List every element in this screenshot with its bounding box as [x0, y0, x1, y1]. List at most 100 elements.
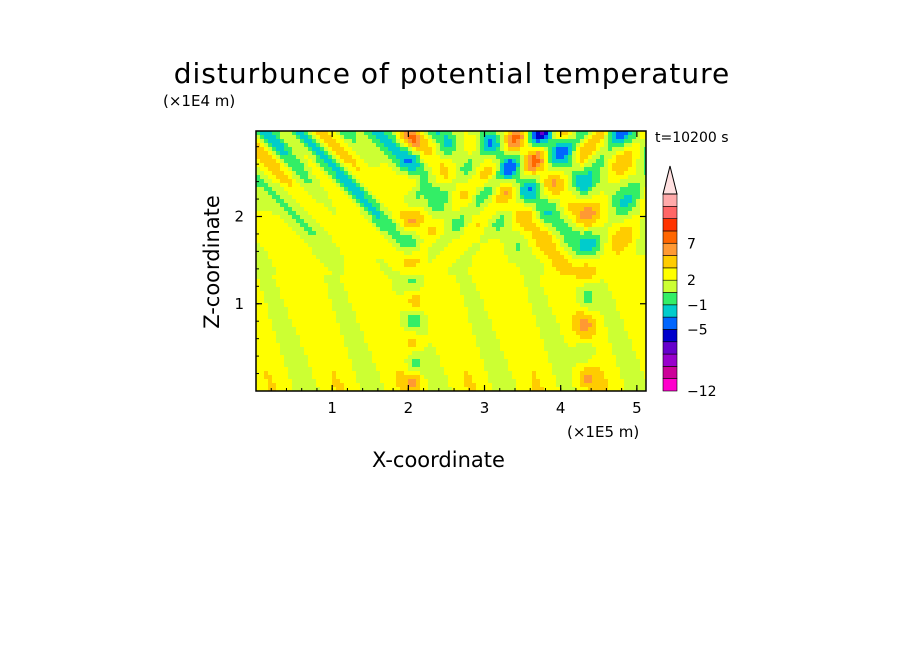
heatmap-cell	[560, 287, 565, 292]
heatmap-cell	[432, 159, 437, 164]
heatmap-cell	[500, 135, 505, 140]
heatmap-cell	[348, 323, 353, 328]
heatmap-cell	[596, 183, 601, 188]
heatmap-cell	[420, 267, 425, 272]
heatmap-cell	[484, 275, 489, 280]
heatmap-cell	[464, 223, 469, 228]
heatmap-cell	[380, 327, 385, 332]
heatmap-cell	[520, 163, 525, 168]
heatmap-cell	[336, 275, 341, 280]
heatmap-cell	[368, 299, 373, 304]
heatmap-cell	[300, 247, 305, 252]
heatmap-cell	[612, 187, 617, 192]
heatmap-cell	[312, 219, 317, 224]
heatmap-cell	[304, 223, 309, 228]
heatmap-cell	[544, 215, 549, 220]
heatmap-cell	[404, 203, 409, 208]
heatmap-cell	[384, 231, 389, 236]
heatmap-cell	[428, 303, 433, 308]
heatmap-cell	[316, 187, 321, 192]
heatmap-cell	[580, 203, 585, 208]
heatmap-cell	[308, 155, 313, 160]
heatmap-cell	[592, 251, 597, 256]
heatmap-cell	[312, 147, 317, 152]
heatmap-cell	[552, 251, 557, 256]
heatmap-cell	[320, 243, 325, 248]
heatmap-cell	[260, 187, 265, 192]
heatmap-cell	[356, 275, 361, 280]
heatmap-cell	[584, 191, 589, 196]
heatmap-cell	[440, 183, 445, 188]
heatmap-cell	[312, 231, 317, 236]
heatmap-cell	[536, 195, 541, 200]
heatmap-cell	[632, 155, 637, 160]
heatmap-cell	[320, 319, 325, 324]
heatmap-cell	[420, 143, 425, 148]
heatmap-cell	[588, 307, 593, 312]
heatmap-cell	[548, 207, 553, 212]
heatmap-cell	[472, 319, 477, 324]
heatmap-cell	[264, 239, 269, 244]
heatmap-cell	[488, 251, 493, 256]
heatmap-cell	[544, 191, 549, 196]
heatmap-cell	[256, 271, 261, 276]
heatmap-cell	[320, 159, 325, 164]
heatmap-cell	[568, 151, 573, 156]
heatmap-cell	[540, 131, 545, 136]
heatmap-cell	[588, 287, 593, 292]
heatmap-cell	[516, 219, 521, 224]
heatmap-cell	[368, 291, 373, 296]
heatmap-cell	[496, 151, 501, 156]
heatmap-cell	[344, 319, 349, 324]
heatmap-cell	[408, 263, 413, 268]
heatmap-cell	[460, 223, 465, 228]
heatmap-cell	[564, 175, 569, 180]
heatmap-cell	[492, 151, 497, 156]
heatmap-cell	[644, 287, 646, 292]
heatmap-cell	[468, 179, 473, 184]
heatmap-cell	[388, 163, 393, 168]
heatmap-cell	[592, 271, 597, 276]
heatmap-cell	[628, 143, 633, 148]
heatmap-cell	[632, 259, 637, 264]
heatmap-cell	[416, 271, 421, 276]
heatmap-cell	[628, 311, 633, 316]
heatmap-cell	[348, 299, 353, 304]
heatmap-cell	[564, 323, 569, 328]
heatmap-cell	[624, 235, 629, 240]
heatmap-cell	[544, 167, 549, 172]
heatmap-cell	[628, 303, 633, 308]
heatmap-cell	[324, 183, 329, 188]
heatmap-cell	[312, 227, 317, 232]
heatmap-cell	[352, 283, 357, 288]
heatmap-cell	[296, 311, 301, 316]
heatmap-cell	[376, 207, 381, 212]
heatmap-cell	[348, 303, 353, 308]
heatmap-cell	[588, 171, 593, 176]
heatmap-cell	[260, 203, 265, 208]
heatmap-cell	[484, 235, 489, 240]
heatmap-cell	[392, 283, 397, 288]
heatmap-cell	[548, 143, 553, 148]
heatmap-cell	[604, 263, 609, 268]
heatmap-cell	[400, 259, 405, 264]
heatmap-cell	[432, 251, 437, 256]
heatmap-cell	[416, 147, 421, 152]
heatmap-cell	[636, 311, 641, 316]
heatmap-cell	[440, 267, 445, 272]
heatmap-cell	[312, 135, 317, 140]
heatmap-cell	[332, 167, 337, 172]
heatmap-cell	[464, 163, 469, 168]
heatmap-cell	[576, 223, 581, 228]
heatmap-cell	[272, 307, 277, 312]
heatmap-cell	[436, 163, 441, 168]
heatmap-cell	[572, 175, 577, 180]
heatmap-cell	[588, 179, 593, 184]
heatmap-cell	[552, 183, 557, 188]
heatmap-cell	[324, 279, 329, 284]
heatmap-cell	[396, 267, 401, 272]
heatmap-cell	[576, 319, 581, 324]
heatmap-cell	[264, 187, 269, 192]
heatmap-cell	[584, 251, 589, 256]
heatmap-cell	[364, 143, 369, 148]
